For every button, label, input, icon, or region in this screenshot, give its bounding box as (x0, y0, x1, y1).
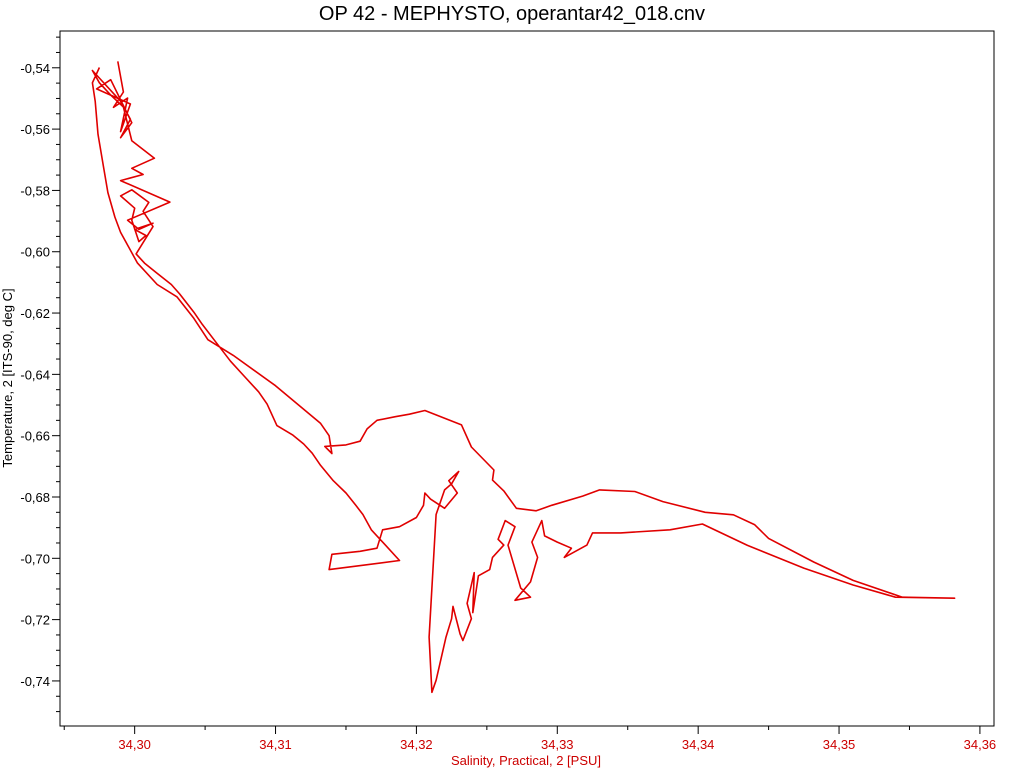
x-tick-label: 34,36 (964, 737, 997, 752)
axes (59, 30, 995, 727)
y-tick-label: -0,62 (20, 306, 50, 321)
y-tick-label: -0,68 (20, 490, 50, 505)
x-tick-label: 34,31 (259, 737, 292, 752)
y-tick-label: -0,56 (20, 122, 50, 137)
tick-marks (52, 36, 981, 734)
x-tick-label: 34,33 (541, 737, 574, 752)
y-tick-label: -0,58 (20, 183, 50, 198)
y-tick-label: -0,70 (20, 551, 50, 566)
y-tick-label: -0,74 (20, 674, 50, 689)
x-tick-label: 34,32 (400, 737, 433, 752)
x-axis-label: Salinity, Practical, 2 [PSU] (451, 753, 601, 768)
chart-title: OP 42 - MEPHYSTO, operantar42_018.cnv (319, 3, 705, 25)
y-axis-label: Temperature, 2 [ITS-90, deg C] (0, 288, 15, 467)
y-tick-label: -0,64 (20, 367, 50, 382)
plot-frame (59, 30, 995, 727)
y-tick-label: -0,54 (20, 61, 50, 76)
x-tick-label: 34,30 (118, 737, 151, 752)
y-tick-label: -0,72 (20, 613, 50, 628)
y-tick-label: -0,66 (20, 429, 50, 444)
x-tick-label: 34,35 (823, 737, 856, 752)
series-line-0 (91, 61, 956, 694)
series-layer (91, 61, 956, 694)
x-tick-label: 34,34 (682, 737, 715, 752)
tick-labels: 34,30 34,31 34,32 34,33 34,34 34,35 34,36 -0,54… (20, 61, 996, 752)
y-tick-label: -0,60 (20, 245, 50, 260)
